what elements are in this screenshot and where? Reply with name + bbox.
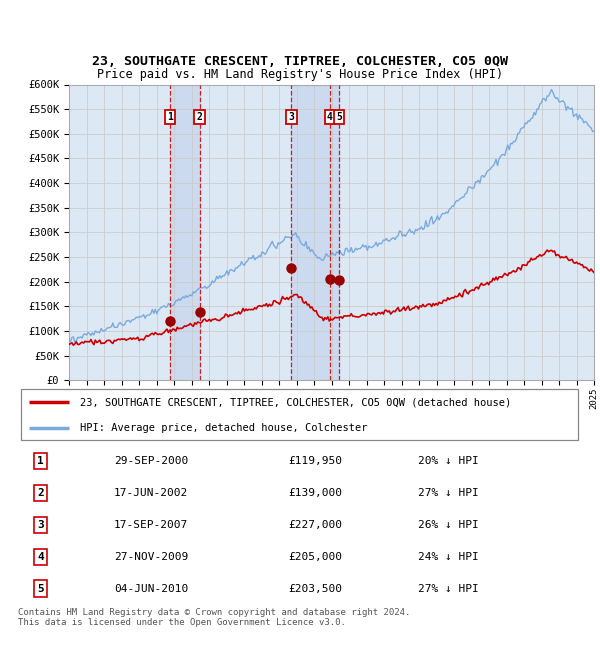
Text: 23, SOUTHGATE CRESCENT, TIPTREE, COLCHESTER, CO5 0QW: 23, SOUTHGATE CRESCENT, TIPTREE, COLCHES… (92, 55, 508, 68)
Text: 5: 5 (336, 112, 342, 122)
Text: Contains HM Land Registry data © Crown copyright and database right 2024.
This d: Contains HM Land Registry data © Crown c… (18, 608, 410, 627)
Text: £227,000: £227,000 (289, 520, 343, 530)
Text: 23, SOUTHGATE CRESCENT, TIPTREE, COLCHESTER, CO5 0QW (detached house): 23, SOUTHGATE CRESCENT, TIPTREE, COLCHES… (80, 397, 511, 407)
Text: 4: 4 (327, 112, 332, 122)
Text: 24% ↓ HPI: 24% ↓ HPI (418, 552, 479, 562)
Text: 17-JUN-2002: 17-JUN-2002 (114, 488, 188, 498)
Text: 27-NOV-2009: 27-NOV-2009 (114, 552, 188, 562)
Text: 1: 1 (167, 112, 173, 122)
Text: £205,000: £205,000 (289, 552, 343, 562)
Text: 2: 2 (197, 112, 202, 122)
Text: 26% ↓ HPI: 26% ↓ HPI (418, 520, 479, 530)
Text: 17-SEP-2007: 17-SEP-2007 (114, 520, 188, 530)
Text: £139,000: £139,000 (289, 488, 343, 498)
FancyBboxPatch shape (21, 389, 578, 440)
Text: 27% ↓ HPI: 27% ↓ HPI (418, 584, 479, 593)
Text: Price paid vs. HM Land Registry's House Price Index (HPI): Price paid vs. HM Land Registry's House … (97, 68, 503, 81)
Text: 1: 1 (37, 456, 44, 466)
Text: 20% ↓ HPI: 20% ↓ HPI (418, 456, 479, 466)
Text: 2: 2 (37, 488, 44, 498)
Text: £119,950: £119,950 (289, 456, 343, 466)
Text: 4: 4 (37, 552, 44, 562)
Text: 5: 5 (37, 584, 44, 593)
Text: 3: 3 (289, 112, 295, 122)
Text: £203,500: £203,500 (289, 584, 343, 593)
Text: 3: 3 (37, 520, 44, 530)
Text: HPI: Average price, detached house, Colchester: HPI: Average price, detached house, Colc… (80, 423, 368, 433)
Text: 04-JUN-2010: 04-JUN-2010 (114, 584, 188, 593)
Bar (292, 84, 339, 380)
Bar (170, 84, 200, 380)
Text: 29-SEP-2000: 29-SEP-2000 (114, 456, 188, 466)
Text: 27% ↓ HPI: 27% ↓ HPI (418, 488, 479, 498)
